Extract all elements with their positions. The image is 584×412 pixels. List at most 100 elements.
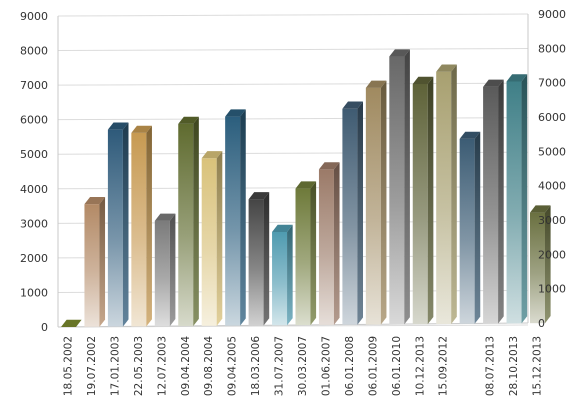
bar xyxy=(412,76,434,325)
bar xyxy=(459,131,481,324)
bar-top xyxy=(131,125,152,133)
x-tick-label: 22.05.2003 xyxy=(133,336,145,396)
bar-side xyxy=(216,151,223,326)
bar-top xyxy=(272,224,293,232)
bar-side xyxy=(146,125,152,327)
y-tick-label-right: 1000 xyxy=(538,283,566,296)
x-tick-label: 09.04.2005 xyxy=(227,336,239,396)
bar-side xyxy=(451,64,457,324)
gridline xyxy=(57,13,529,17)
bar-top xyxy=(178,116,199,124)
bar-side xyxy=(193,116,199,327)
bar xyxy=(248,192,270,326)
x-tick-label: 18.05.2002 xyxy=(63,336,75,396)
bar-side xyxy=(287,224,293,326)
bar-front xyxy=(225,116,241,326)
bar-top xyxy=(342,101,363,109)
x-tick-label: 08.07.2013 xyxy=(485,336,497,396)
bar-front xyxy=(131,132,147,327)
bar-front xyxy=(342,108,358,325)
bar-side xyxy=(263,192,270,326)
y-tick-label-left: 7000 xyxy=(20,79,48,92)
bar-front xyxy=(201,158,217,326)
y-tick-label-left: 4000 xyxy=(20,183,48,196)
bar-top xyxy=(506,74,528,82)
bar-top xyxy=(61,319,82,327)
bar-front xyxy=(436,71,452,324)
bar-side xyxy=(99,196,106,327)
bar xyxy=(272,224,293,326)
bar-top xyxy=(483,79,504,87)
bar xyxy=(107,122,129,327)
bar-front xyxy=(459,138,475,324)
bar-side xyxy=(380,80,387,325)
bar xyxy=(506,74,528,324)
y-tick-label-left: 5000 xyxy=(20,148,48,161)
y-tick-label-right: 5000 xyxy=(538,145,566,158)
bar-front xyxy=(365,87,381,325)
x-tick-label: 18.03.2006 xyxy=(250,336,262,396)
x-tick-label: 06.01.2010 xyxy=(391,336,403,396)
bars xyxy=(61,49,551,327)
bar-top xyxy=(530,205,551,213)
y-tick-label-right: 7000 xyxy=(538,77,566,90)
bar-top xyxy=(84,196,106,205)
bar xyxy=(483,79,504,324)
bar-top xyxy=(225,109,246,117)
bar xyxy=(225,109,246,326)
bar-side xyxy=(521,74,528,324)
x-tick-label: 10.12.2013 xyxy=(414,336,426,396)
tick-labels: 0 1000 2000 3000 4000 5000 6000 7000 8000 9000 0 10… xyxy=(20,8,566,396)
x-tick-label: 19.07.2002 xyxy=(86,336,98,396)
bar-top xyxy=(107,122,129,130)
bar-top xyxy=(248,192,270,200)
bar-side xyxy=(545,205,551,324)
bar xyxy=(61,319,82,327)
bar xyxy=(389,49,410,325)
y-tick-label-left: 2000 xyxy=(20,252,48,265)
y-tick-label-left: 8000 xyxy=(20,45,48,58)
gridline xyxy=(57,48,529,52)
bar-front xyxy=(107,129,123,327)
y-tick-label-right: 4000 xyxy=(538,180,566,193)
x-tick-label: 17.01.2003 xyxy=(109,336,121,396)
bar-front xyxy=(248,199,264,326)
x-tick-label: 06.01.2008 xyxy=(344,336,356,396)
x-tick-label: 09.08.2004 xyxy=(203,336,215,396)
bar-front xyxy=(272,231,288,326)
bar-side xyxy=(474,131,481,324)
x-tick-label: 28.10.2013 xyxy=(508,336,520,396)
y-tick-label-right: 2000 xyxy=(538,248,566,261)
bar-top xyxy=(318,162,340,170)
bar xyxy=(84,196,106,327)
bar xyxy=(318,162,340,325)
gridline xyxy=(57,82,529,86)
bar xyxy=(365,80,387,325)
x-tick-label: 15.12.2013 xyxy=(532,336,544,396)
x-tick-label: 31.07.2007 xyxy=(274,336,286,396)
bar-front xyxy=(178,123,194,327)
bar-front xyxy=(389,56,405,325)
bar xyxy=(201,151,223,326)
bar-front xyxy=(154,220,170,327)
bar xyxy=(436,64,457,324)
bar-top xyxy=(389,49,410,57)
bar-side xyxy=(333,162,340,325)
bar-top xyxy=(436,64,457,72)
x-tick-label: 15.09.2012 xyxy=(438,336,450,396)
bar-top xyxy=(154,213,176,221)
bar-front xyxy=(84,204,100,327)
bar-front xyxy=(506,81,522,324)
y-tick-label-right: 0 xyxy=(538,317,545,330)
y-tick-label-right: 9000 xyxy=(538,8,566,21)
bar-top xyxy=(412,76,434,84)
bar-front xyxy=(295,188,311,326)
y-tick-label-right: 8000 xyxy=(538,42,566,55)
bar-side xyxy=(240,109,246,326)
y-tick-label-left: 1000 xyxy=(20,286,48,299)
bar-front xyxy=(412,83,428,325)
x-tick-label: 09.04.2004 xyxy=(180,336,192,396)
bar-front xyxy=(483,86,499,324)
bar xyxy=(530,205,551,324)
